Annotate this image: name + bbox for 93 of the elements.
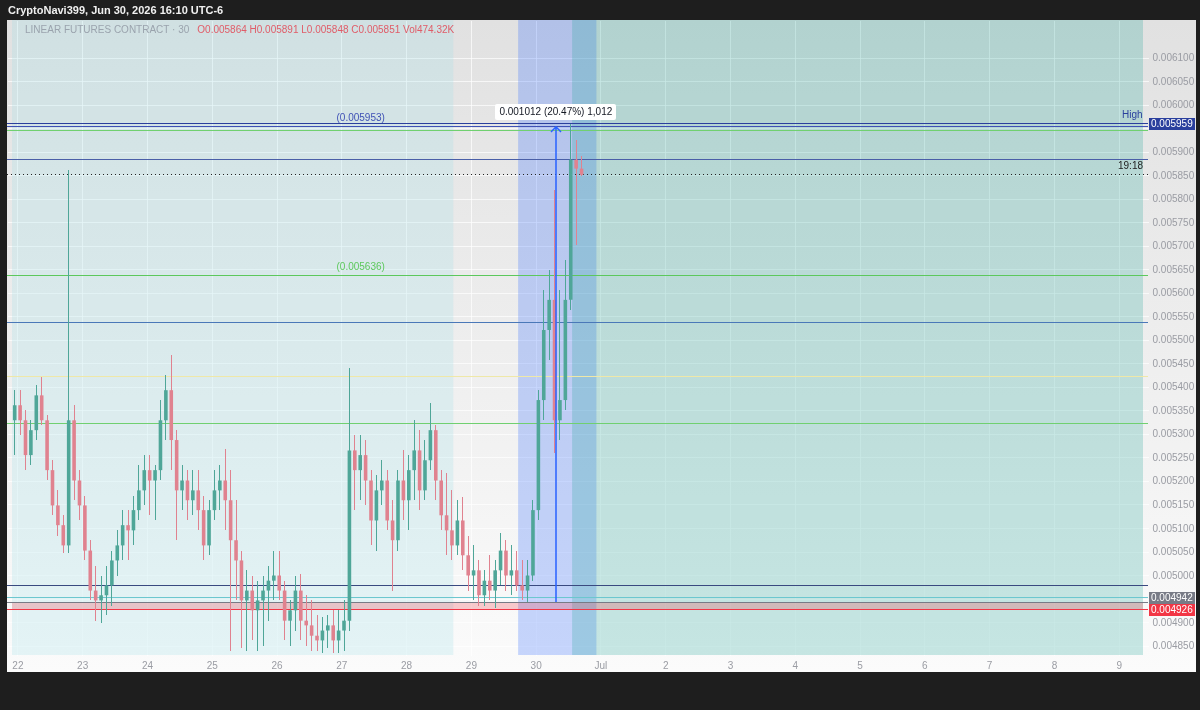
ref-line-label: 0.005959 — [1149, 117, 1195, 130]
annotation: High — [1122, 108, 1143, 121]
candlestick — [466, 535, 470, 592]
candlestick — [514, 550, 519, 592]
x-tick-label: 27 — [336, 659, 348, 671]
candlestick — [487, 554, 492, 601]
candlestick — [191, 469, 195, 516]
candlestick — [520, 559, 524, 601]
x-tick-label: 4 — [792, 659, 799, 671]
candlestick — [261, 575, 265, 647]
x-tick-label: 25 — [206, 659, 219, 671]
candlestick — [380, 459, 384, 506]
candlestick — [180, 464, 184, 511]
y-tick-label: 0.006100 — [1152, 52, 1195, 64]
y-tick-label: 0.005600 — [1152, 287, 1195, 299]
ref-line-label: 0.004942 — [1149, 591, 1195, 604]
y-tick-label: 0.005150 — [1152, 498, 1195, 510]
candlestick — [153, 464, 157, 521]
y-tick-label: 0.005700 — [1152, 240, 1195, 252]
candlestick — [245, 569, 249, 652]
candlestick — [412, 419, 416, 501]
candlestick — [574, 139, 578, 246]
candlestick — [326, 614, 330, 649]
x-tick-label: 5 — [857, 659, 864, 671]
x-tick-label: 8 — [1051, 659, 1058, 671]
candlestick — [18, 389, 22, 436]
candlestick — [234, 499, 238, 601]
annotation: (0.005953) — [336, 111, 385, 124]
ref-line-label: 0.004926 — [1149, 603, 1195, 616]
annotation: 19:18 — [1118, 159, 1144, 172]
y-tick-label: 0.004900 — [1152, 616, 1195, 628]
y-tick-label: 0.006000 — [1152, 99, 1195, 111]
candlestick — [250, 575, 255, 641]
candlestick — [358, 434, 362, 501]
candlestick — [331, 609, 336, 654]
annotation: (0.005636) — [336, 260, 385, 273]
y-tick-label: 0.005050 — [1152, 546, 1195, 558]
candlestick — [137, 464, 141, 521]
y-tick-label: 0.005750 — [1152, 216, 1195, 228]
candlestick — [288, 599, 292, 647]
candlestick — [126, 509, 130, 561]
candlestick — [558, 289, 562, 441]
chart-title: LINEAR FUTURES CONTRACT · 30 — [25, 24, 190, 35]
candlestick — [115, 529, 120, 577]
x-tick-label: Jul — [594, 659, 608, 671]
x-tick-label: 28 — [401, 659, 413, 671]
y-tick-label: 0.005100 — [1152, 522, 1195, 534]
y-tick-label: 0.005400 — [1152, 381, 1195, 393]
x-tick-label: 30 — [530, 659, 543, 671]
y-tick-label: 0.005550 — [1152, 310, 1195, 322]
x-tick-label: 24 — [141, 659, 154, 671]
y-tick-label: 0.005800 — [1152, 193, 1195, 205]
x-tick-label: 9 — [1116, 659, 1123, 671]
x-tick-label: 7 — [986, 659, 993, 671]
candlestick — [353, 434, 357, 511]
candlestick — [196, 469, 201, 531]
y-tick-label: 0.005850 — [1152, 169, 1195, 181]
y-tick-label: 0.005450 — [1152, 357, 1195, 369]
y-tick-label: 0.005900 — [1152, 146, 1195, 158]
candlestick — [218, 464, 222, 511]
candlestick — [342, 599, 346, 652]
x-tick-label: 23 — [77, 659, 89, 671]
candlestick — [99, 575, 103, 624]
y-tick-label: 0.004850 — [1152, 640, 1195, 652]
x-tick-label: 26 — [271, 659, 284, 671]
text: CryptoNavi399, Jun 30, 2026 16:10 UTC-6 — [8, 3, 224, 17]
candlestick — [272, 550, 276, 601]
candlestick — [304, 594, 309, 647]
candlestick — [277, 550, 282, 601]
chart-subtitle: O0.005864 H0.005891 L0.005848 C0.005851 Vol474.32K — [197, 24, 455, 35]
candlestick — [450, 489, 454, 561]
candlestick — [56, 489, 60, 537]
y-tick-label: 0.005000 — [1152, 569, 1195, 581]
x-tick-label: 3 — [727, 659, 734, 671]
y-tick-label: 0.005500 — [1152, 334, 1195, 346]
y-tick-label: 0.006050 — [1152, 75, 1195, 87]
y-tick-label: 0.005650 — [1152, 263, 1195, 275]
candlestick — [493, 559, 497, 609]
candlestick — [142, 454, 147, 506]
candlestick — [223, 448, 228, 531]
annotation: 0.001012 (20.47%) 1,012 — [495, 104, 617, 121]
x-tick-label: 6 — [922, 659, 929, 671]
candlestick — [315, 614, 319, 652]
y-tick-label: 0.005300 — [1152, 428, 1195, 440]
candlestick — [471, 544, 476, 601]
candlestick — [509, 544, 514, 596]
candlestick — [61, 514, 66, 554]
y-tick-label: 0.005200 — [1152, 475, 1195, 487]
x-tick-label: 29 — [465, 659, 478, 671]
y-tick-label: 0.005250 — [1152, 451, 1195, 463]
x-tick-label: 22 — [12, 659, 24, 671]
y-tick-label: 0.005350 — [1152, 404, 1195, 416]
x-tick-label: 2 — [662, 659, 669, 671]
